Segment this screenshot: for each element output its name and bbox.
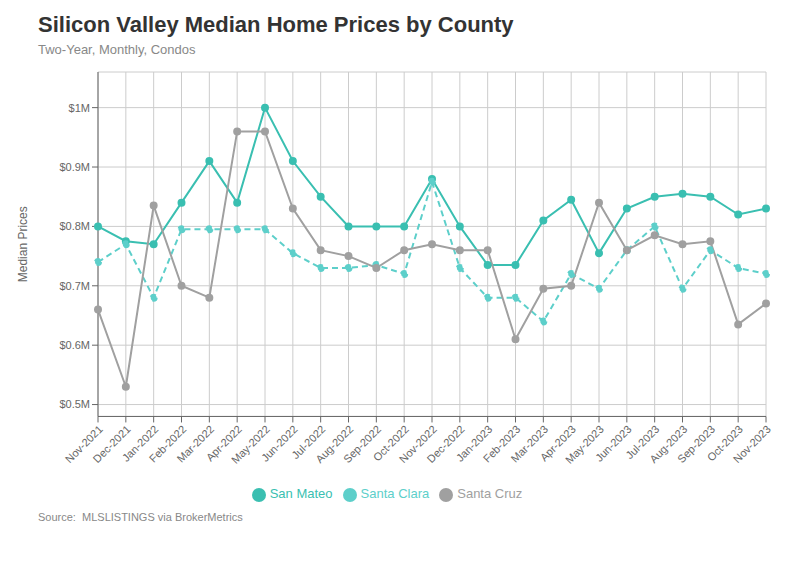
svg-text:$0.6M: $0.6M bbox=[59, 339, 90, 351]
svg-text:$0.9M: $0.9M bbox=[59, 161, 90, 173]
svg-text:Aug-2022: Aug-2022 bbox=[313, 422, 356, 466]
svg-text:Apr-2023: Apr-2023 bbox=[537, 422, 579, 464]
svg-text:Oct-2022: Oct-2022 bbox=[370, 422, 412, 464]
svg-text:Jan-2023: Jan-2023 bbox=[453, 422, 495, 464]
svg-text:$0.7M: $0.7M bbox=[59, 280, 90, 292]
svg-text:Sep-2023: Sep-2023 bbox=[675, 422, 718, 466]
svg-text:Dec-2022: Dec-2022 bbox=[424, 422, 467, 466]
svg-text:Nov-2022: Nov-2022 bbox=[396, 422, 439, 466]
html-text:Silicon Valley Median Home Pri: Silicon Valley Median Home Prices by Cou… bbox=[38, 12, 514, 37]
svg-text:Mar-2023: Mar-2023 bbox=[508, 422, 551, 465]
svg-text:$0.8M: $0.8M bbox=[59, 220, 90, 232]
svg-text:Jun-2022: Jun-2022 bbox=[258, 422, 300, 464]
svg-text:Median Prices: Median Prices bbox=[16, 206, 30, 282]
html-text:Santa Cruz: Santa Cruz bbox=[457, 486, 523, 502]
svg-text:$0.5M: $0.5M bbox=[59, 398, 90, 410]
svg-text:May-2022: May-2022 bbox=[228, 422, 272, 466]
svg-text:Mar-2022: Mar-2022 bbox=[174, 422, 217, 465]
svg-text:May-2023: May-2023 bbox=[562, 422, 606, 466]
svg-text:Feb-2022: Feb-2022 bbox=[146, 422, 189, 465]
svg-text:Apr-2022: Apr-2022 bbox=[203, 422, 245, 464]
svg-text:Jul-2023: Jul-2023 bbox=[623, 422, 662, 462]
html-text:Source: MLSLISTINGS via Broker: Source: MLSLISTINGS via BrokerMetrics bbox=[38, 511, 243, 523]
svg-text:Sep-2022: Sep-2022 bbox=[341, 422, 384, 466]
html-text:Two-Year, Monthly, Condos: Two-Year, Monthly, Condos bbox=[38, 42, 196, 57]
svg-text:Jul-2022: Jul-2022 bbox=[289, 422, 328, 462]
svg-text:$1M: $1M bbox=[69, 102, 90, 114]
html-text:San Mateo: San Mateo bbox=[269, 486, 333, 502]
svg-text:Jun-2023: Jun-2023 bbox=[592, 422, 634, 464]
svg-text:Jan-2022: Jan-2022 bbox=[119, 422, 161, 464]
svg-text:Dec-2021: Dec-2021 bbox=[90, 422, 133, 466]
svg-text:Feb-2023: Feb-2023 bbox=[480, 422, 523, 465]
svg-text:Nov-2021: Nov-2021 bbox=[62, 422, 105, 466]
svg-text:Aug-2023: Aug-2023 bbox=[647, 422, 690, 466]
html-text:Santa Clara: Santa Clara bbox=[360, 486, 430, 502]
svg-text:Oct-2023: Oct-2023 bbox=[704, 422, 746, 464]
svg-text:Nov-2023: Nov-2023 bbox=[731, 423, 773, 465]
